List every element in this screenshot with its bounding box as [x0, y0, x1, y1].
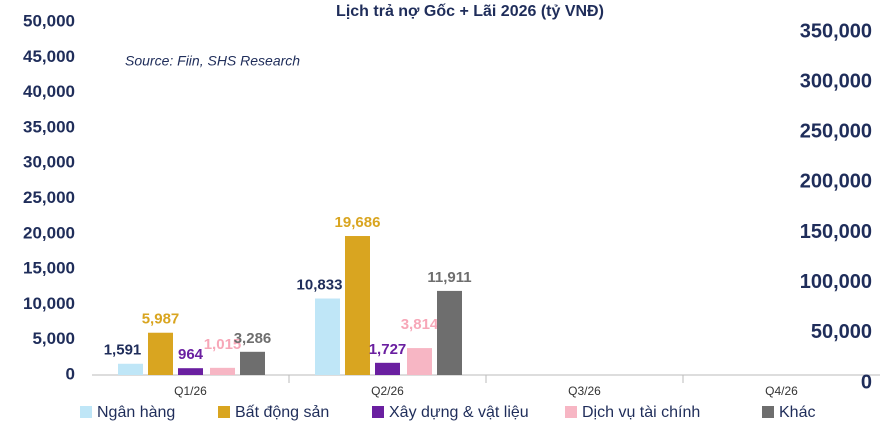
- bar: [375, 362, 400, 375]
- legend-label: Dịch vụ tài chính: [582, 404, 700, 421]
- legend-label: Xây dựng & vật liệu: [389, 404, 529, 421]
- bar: [148, 332, 173, 375]
- x-tick-label: Q2/26: [371, 384, 404, 398]
- legend-swatch: [565, 406, 577, 418]
- y-tick-label: 45,000: [23, 47, 75, 66]
- bar: [240, 351, 265, 375]
- legend-swatch: [762, 406, 774, 418]
- y2-tick-label: 150,000: [800, 221, 872, 243]
- y-tick-label: 20,000: [23, 223, 75, 242]
- bar: [437, 290, 462, 375]
- bar: [407, 348, 432, 375]
- data-label: 1,591: [104, 342, 142, 359]
- y2-tick-label: 100,000: [800, 271, 872, 293]
- y2-tick-label: 200,000: [800, 171, 872, 193]
- y-tick-label: 10,000: [23, 294, 75, 313]
- legend-swatch: [80, 406, 92, 418]
- y-tick-label: 35,000: [23, 117, 75, 136]
- y-tick-label: 50,000: [23, 11, 75, 30]
- legend-swatch: [372, 406, 384, 418]
- data-label: 964: [178, 346, 204, 363]
- y-tick-label: 30,000: [23, 153, 75, 172]
- y-tick-label: 5,000: [32, 329, 75, 348]
- y2-tick-label: 50,000: [811, 321, 872, 343]
- y2-tick-label: 0: [861, 371, 872, 393]
- legend-label: Khác: [779, 404, 815, 421]
- legend-swatch: [218, 406, 230, 418]
- x-tick-label: Q1/26: [174, 384, 207, 398]
- data-label: 3,814: [401, 316, 439, 333]
- x-tick-label: Q4/26: [765, 384, 798, 398]
- bar: [315, 298, 340, 375]
- chart-title: Lịch trả nợ Gốc + Lãi 2026 (tỷ VNĐ): [336, 3, 604, 20]
- y2-tick-label: 250,000: [800, 121, 872, 143]
- legend-label: Ngân hàng: [97, 404, 175, 421]
- data-label: 10,833: [297, 276, 343, 293]
- x-tick-label: Q3/26: [568, 384, 601, 398]
- data-label: 11,911: [427, 269, 471, 286]
- data-label: 19,686: [335, 214, 381, 231]
- y2-tick-label: 300,000: [800, 70, 872, 92]
- y-tick-label: 40,000: [23, 82, 75, 101]
- data-label: 3,286: [234, 330, 272, 347]
- y-tick-label: 15,000: [23, 259, 75, 278]
- bar: [178, 368, 203, 375]
- y-tick-label: 25,000: [23, 188, 75, 207]
- data-label: 1,015: [204, 336, 242, 353]
- legend-label: Bất động sản: [235, 404, 329, 421]
- chart-subtitle: Source: Fiin, SHS Research: [125, 53, 300, 69]
- bar: [345, 236, 370, 375]
- data-label: 5,987: [142, 311, 180, 328]
- y-tick-label: 0: [66, 364, 75, 383]
- y2-tick-label: 350,000: [800, 20, 872, 42]
- bar: [210, 367, 235, 375]
- data-label: 1,727: [369, 341, 407, 358]
- bar: [118, 363, 143, 375]
